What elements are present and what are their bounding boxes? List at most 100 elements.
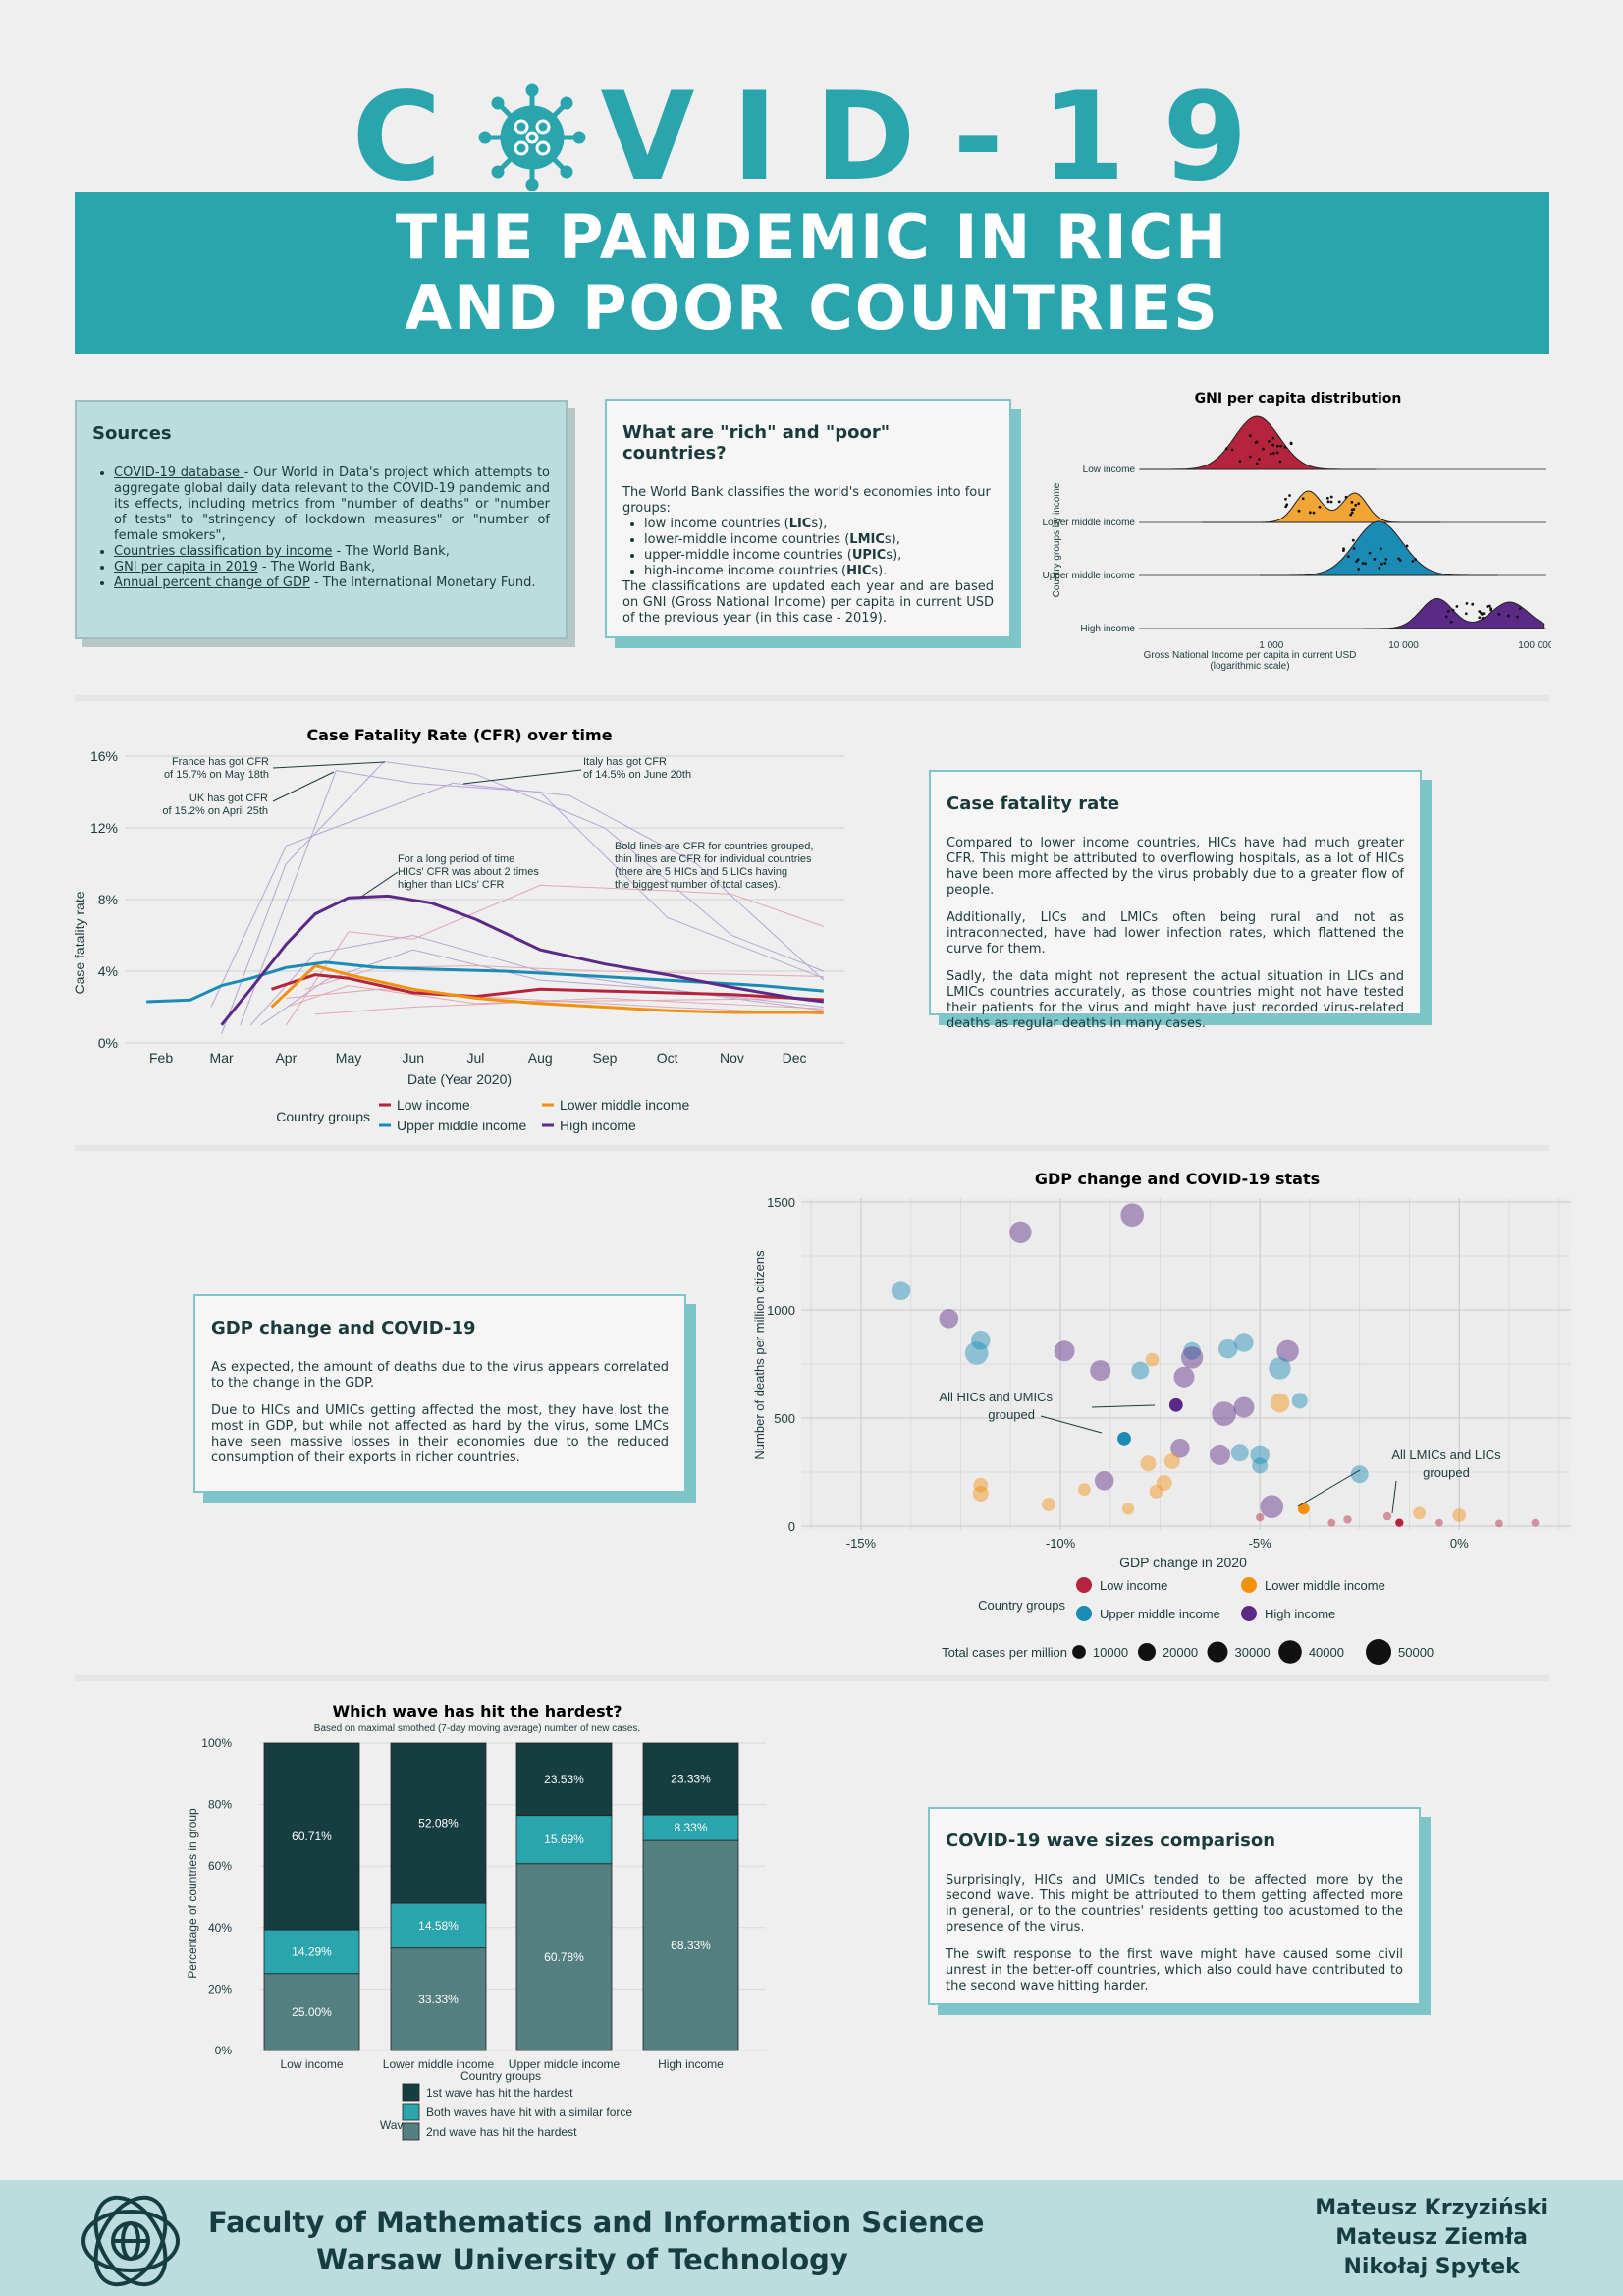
annotation-france: France has got CFR <box>172 756 269 768</box>
wave-chart-title: Which wave has hit the hardest? <box>332 1702 622 1721</box>
gdp-size-legend-label: 10000 <box>1093 1645 1128 1660</box>
wave-bar-segment <box>390 1947 487 2051</box>
cfr-x-tick: Nov <box>720 1050 744 1066</box>
wave-card-p1: Surprisingly, HICs and UMICs tended to b… <box>946 1873 1403 1935</box>
gdp-country-point <box>1210 1444 1230 1465</box>
gdp-country-point <box>1233 1396 1255 1418</box>
gni-country-dot <box>1288 494 1291 497</box>
source-link[interactable]: Countries classification by income <box>114 544 333 559</box>
gni-country-dot <box>1357 502 1361 506</box>
gni-country-dot <box>1368 551 1372 555</box>
covid-title: C V I D - 1 9 <box>0 67 1623 208</box>
gni-country-dot <box>1284 497 1287 501</box>
gni-country-dot <box>1249 455 1252 459</box>
gni-country-dot <box>1271 451 1275 455</box>
wave-bar-segment <box>642 1839 739 2051</box>
gdp-y-tick: 1000 <box>767 1303 795 1318</box>
source-text: - The World Bank, <box>332 544 450 559</box>
gdp-country-point <box>1252 1457 1269 1474</box>
income-group-item: upper-middle income countries (UPICs), <box>644 548 994 564</box>
cfr-country-line <box>240 770 824 1025</box>
wave-bar-label: 23.33% <box>671 1773 711 1786</box>
wave-x-tick: Upper middle income <box>509 2057 621 2071</box>
gni-country-dot <box>1279 444 1282 448</box>
author-name: Mateusz Ziemła <box>1335 2225 1529 2250</box>
cfr-card-p2: Additionally, LICs and LMICs often being… <box>947 910 1404 957</box>
gdp-country-point <box>1343 1515 1352 1524</box>
gni-country-dot <box>1238 460 1242 464</box>
gni-country-dot <box>1398 559 1402 562</box>
cfr-legend-label: Upper middle income <box>397 1118 526 1133</box>
svg-text:of 15.7% on May 18th: of 15.7% on May 18th <box>164 769 269 781</box>
cfr-x-tick: Jul <box>466 1050 484 1066</box>
gni-country-dot <box>1342 549 1345 552</box>
gni-country-dot <box>1325 496 1329 500</box>
gni-country-dot <box>1384 558 1388 561</box>
gni-country-dot <box>1356 558 1360 562</box>
income-group-item: lower-middle income countries (LMICs), <box>644 532 994 548</box>
sources-card: Sources COVID-19 database - Our World in… <box>75 400 568 639</box>
gni-country-dot <box>1284 505 1288 509</box>
gdp-country-point <box>1173 1366 1195 1388</box>
gdp-scatter-chart: GDP change and COVID-19 stats -15% -10% -5… <box>752 1170 1571 1665</box>
gdp-country-point <box>1170 1439 1190 1458</box>
cfr-card-title: Case fatality rate <box>947 793 1120 814</box>
svg-text:(there are 5 HICs and 5 LICs h: (there are 5 HICs and 5 LICs having <box>615 866 787 878</box>
gni-country-dot <box>1271 436 1275 440</box>
gdp-y-axis-label: Number of deaths per million citizens <box>752 1250 767 1460</box>
source-link[interactable]: Annual percent change of GDP <box>114 575 310 590</box>
gdp-legend-label: Low income <box>1100 1578 1167 1593</box>
wave-bar-label: 14.58% <box>418 1919 459 1933</box>
wave-y-tick: 100% <box>201 1736 232 1750</box>
cfr-y-tick: 8% <box>98 892 118 907</box>
svg-text:higher than LICs' CFR: higher than LICs' CFR <box>398 879 505 891</box>
cfr-y-axis-label: Case fatality rate <box>72 891 87 994</box>
wave-bar-segment <box>390 1742 487 1904</box>
gdp-country-point <box>971 1331 991 1350</box>
cfr-y-tick: 0% <box>98 1035 118 1051</box>
gdp-country-point <box>1131 1361 1150 1380</box>
gdp-country-point <box>1495 1519 1503 1528</box>
source-item: GNI per capita in 2019 - The World Bank, <box>114 560 550 575</box>
gni-x-tick: 1 000 <box>1259 640 1283 651</box>
sources-title: Sources <box>92 423 172 444</box>
title-letter-d: D <box>814 67 940 208</box>
cfr-legend-title: Country groups <box>276 1109 370 1124</box>
cfr-x-tick: Aug <box>528 1050 553 1066</box>
faculty-name: Faculty of Mathematics and Information S… <box>208 2206 985 2239</box>
gdp-country-point <box>1382 1511 1392 1521</box>
rich-poor-title: What are "rich" and "poor" countries? <box>622 422 891 464</box>
source-link[interactable]: COVID-19 database <box>114 465 244 480</box>
gni-country-dot <box>1255 440 1259 444</box>
gni-country-dot <box>1364 562 1367 566</box>
title-letter-i: I <box>731 67 801 208</box>
svg-text:of 14.5% on June 20th: of 14.5% on June 20th <box>583 769 691 781</box>
cfr-legend-label: Low income <box>397 1097 470 1113</box>
gdp-country-point <box>1120 1203 1144 1227</box>
source-link[interactable]: GNI per capita in 2019 <box>114 560 258 574</box>
gdp-x-tick: -10% <box>1046 1536 1076 1551</box>
gdp-country-point <box>964 1341 989 1365</box>
wave-bar-segment <box>263 1929 360 1975</box>
cfr-card: Case fatality rate Compared to lower inc… <box>929 770 1422 1031</box>
title-letter-c: C <box>352 67 465 208</box>
gdp-country-point <box>1230 1444 1249 1462</box>
gdp-size-legend-title: Total cases per million <box>942 1645 1067 1660</box>
gni-country-dot <box>1486 605 1489 608</box>
gdp-chart-title: GDP change and COVID-19 stats <box>1035 1170 1320 1188</box>
gni-group-label: Low income <box>1083 465 1136 475</box>
gni-ridge-area <box>1140 415 1377 470</box>
cfr-country-line <box>285 884 824 1026</box>
gni-country-dot <box>1497 612 1501 616</box>
gdp-legend-label: High income <box>1265 1607 1335 1621</box>
gni-ridge-area <box>1364 598 1545 629</box>
source-item: Annual percent change of GDP - The Inter… <box>114 575 550 591</box>
author-name: Mateusz Krzyziński <box>1315 2196 1548 2220</box>
gni-country-dot <box>1230 448 1234 452</box>
gdp-size-legend-dot <box>1366 1639 1391 1665</box>
wave-y-tick: 20% <box>208 1982 232 1995</box>
gni-country-dot <box>1346 555 1350 558</box>
gdp-country-point <box>972 1486 989 1502</box>
gdp-x-axis-label: GDP change in 2020 <box>1119 1555 1247 1570</box>
gdp-legend-title: Country groups <box>978 1598 1065 1613</box>
